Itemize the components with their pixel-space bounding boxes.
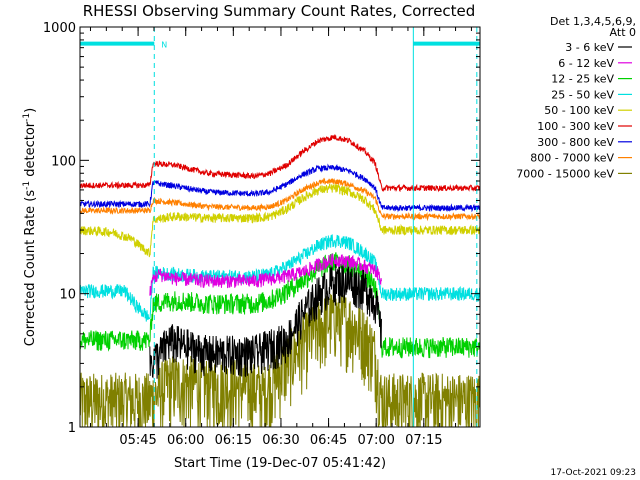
series-line-5 <box>79 183 481 258</box>
y-tick-label: 10 <box>59 288 76 303</box>
y-tick-label: 1 <box>68 421 76 436</box>
legend-header: Att 0 <box>610 26 636 39</box>
legend-label: 50 - 100 keV <box>544 104 614 117</box>
legend-header: Det 1,3,4,5,6,9, <box>550 15 636 28</box>
x-axis-label: Start Time (19-Dec-07 05:41:42) <box>174 456 386 471</box>
series-line-1 <box>149 264 382 379</box>
y-axis-label-main: Corrected Count Rate (s <box>23 190 38 347</box>
y-axis-label: Corrected Count Rate (s-1 detector-1) <box>22 108 38 346</box>
x-tick-label: 07:15 <box>405 433 442 448</box>
axis-frame <box>79 26 481 428</box>
x-tick-label: 06:30 <box>262 433 299 448</box>
y-axis-label-sup2: -1 <box>22 113 32 122</box>
plot-area: N 1 10 100 1000 05:45 06:00 06:15 06:30 06:45 07:0… <box>43 21 481 448</box>
legend-label: 800 - 7000 keV <box>530 152 614 165</box>
y-axis-label-mid: detector <box>23 121 38 181</box>
x-tick-label: 06:00 <box>167 433 204 448</box>
timestamp: 17-Oct-2021 09:23 <box>551 468 636 478</box>
legend-label: 300 - 800 keV <box>537 136 614 149</box>
legend-label: 3 - 6 keV <box>565 41 614 54</box>
legend-label: 7000 - 15000 keV <box>516 167 614 180</box>
legend-label: 6 - 12 keV <box>558 57 614 70</box>
legend-label: 100 - 300 keV <box>537 120 614 133</box>
legend: Det 1,3,4,5,6,9,Att 0 3 - 6 keV 6 - 12 keV… <box>516 15 636 180</box>
x-tick-label: 06:45 <box>310 433 347 448</box>
x-tick-label: 06:15 <box>215 433 252 448</box>
y-tick-label: 100 <box>51 154 76 169</box>
series-line-2 <box>149 253 382 296</box>
series-line-6 <box>79 134 481 193</box>
x-tick-label: 05:45 <box>119 433 156 448</box>
legend-label: 25 - 50 keV <box>551 88 614 101</box>
y-tick-label: 1000 <box>43 21 76 36</box>
y-axis-label-sup1: -1 <box>22 181 32 190</box>
flag-marker: N <box>161 41 167 50</box>
x-tick-label: 07:00 <box>357 433 394 448</box>
legend-label: 12 - 25 keV <box>551 73 614 86</box>
chart-title: RHESSI Observing Summary Count Rates, Co… <box>83 2 476 20</box>
y-axis-label-end: ) <box>23 108 38 113</box>
